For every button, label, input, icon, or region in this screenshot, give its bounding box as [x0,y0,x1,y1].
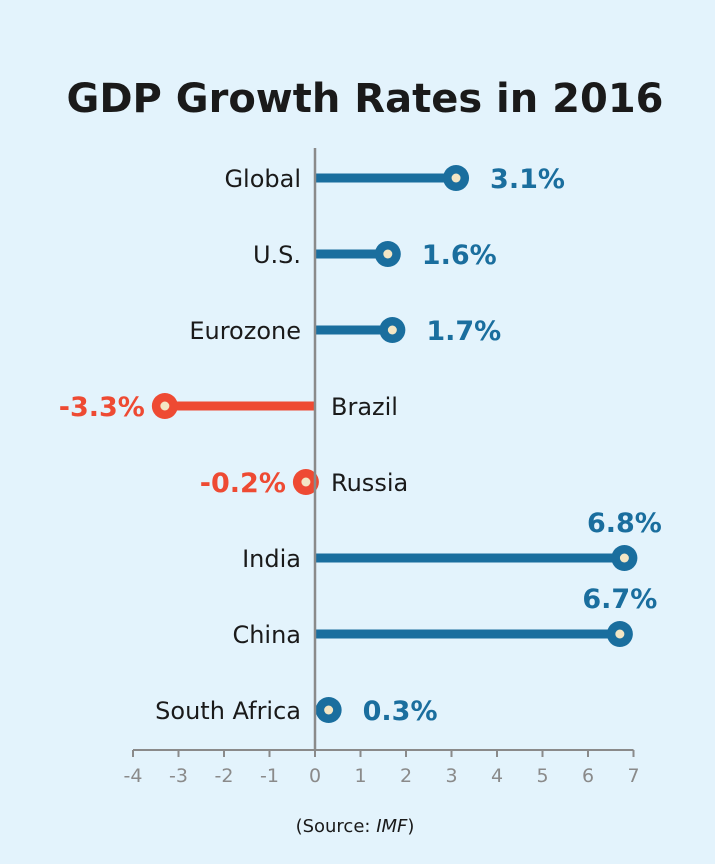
value-label: 1.7% [426,316,501,347]
value-label: 6.8% [587,508,662,539]
source-name: IMF [376,816,408,837]
lollipop-dot-center [324,705,334,715]
source-note: (Source: IMF) [296,816,415,837]
x-tick-label: 6 [582,765,594,787]
x-tick-label: 1 [354,765,366,787]
category-label: Brazil [331,393,398,421]
lollipop-row: Global 3.1% [224,164,565,195]
x-tick-label: 7 [627,765,639,787]
lollipop-dot-center [160,401,170,411]
x-tick-label: 3 [445,765,457,787]
chart-title: GDP Growth Rates in 2016 [66,76,663,122]
lollipop-dot-center [301,477,311,487]
lollipop-row: Eurozone 1.7% [189,316,501,347]
axis-layer: -4 -3 -2 -1 0 1 2 3 4 5 6 7 [124,148,640,787]
x-tick-label: -1 [260,765,279,787]
category-label: Eurozone [189,317,301,345]
lollipop-dot-center [451,173,461,183]
x-tick-label: 4 [491,765,503,787]
category-label: China [232,621,301,649]
source-prefix: (Source: [296,816,377,837]
value-label: 0.3% [363,696,438,727]
category-label: Russia [331,469,408,497]
source-suffix: ) [407,816,414,837]
lollipop-dot-center [619,553,629,563]
x-tick-label: -3 [169,765,188,787]
category-label: Global [224,165,301,193]
value-label: 6.7% [582,584,657,615]
x-tick-label: 0 [309,765,321,787]
category-label: India [242,545,301,573]
x-tick-label: 2 [400,765,412,787]
x-tick-label: -2 [215,765,234,787]
value-label: 3.1% [490,164,565,195]
lollipop-row: U.S. 1.6% [253,240,497,271]
lollipop-row: Brazil -3.3% [59,392,398,423]
category-label: South Africa [155,697,301,725]
lollipop-row: China 6.7% [232,584,657,649]
lollipop-dot-center [387,325,397,335]
lollipop-dot-center [615,629,625,639]
x-tick-label: -4 [124,765,143,787]
value-label: -0.2% [200,468,286,499]
value-label: -3.3% [59,392,145,423]
lollipop-dot-center [383,249,393,259]
lollipop-row: South Africa 0.3% [155,696,437,727]
bars-layer: Global 3.1% U.S. 1.6% Eurozone 1.7% Brazil -3.3… [59,164,662,727]
lollipop-row: Russia -0.2% [200,468,408,499]
x-tick-label: 5 [536,765,548,787]
category-label: U.S. [253,241,301,269]
value-label: 1.6% [422,240,497,271]
lollipop-row: India 6.8% [242,508,662,573]
